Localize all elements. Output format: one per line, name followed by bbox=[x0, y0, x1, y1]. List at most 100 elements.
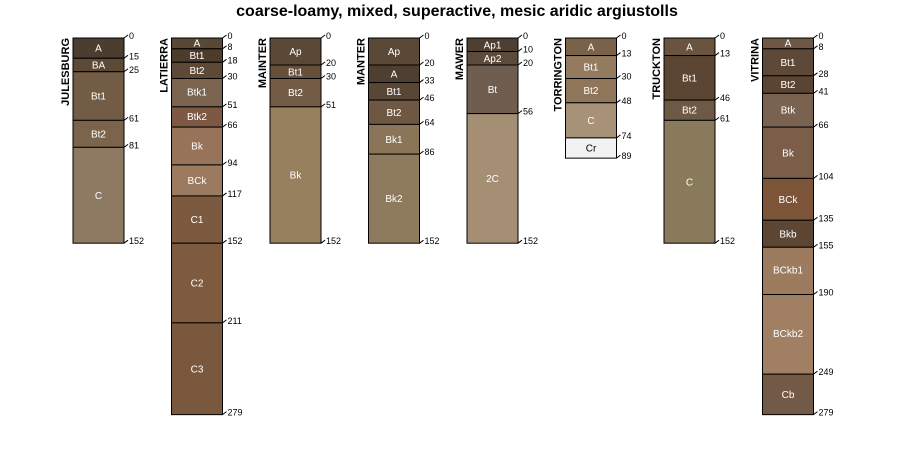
depth-tick bbox=[714, 96, 720, 101]
horizon-rect bbox=[762, 373, 814, 416]
horizon-name: Bt2 bbox=[682, 106, 697, 117]
depth-label: 20 bbox=[425, 58, 435, 68]
depth-tick bbox=[419, 61, 424, 66]
depth-tick bbox=[222, 161, 227, 166]
depth-label: 64 bbox=[425, 117, 435, 127]
depth-label: 20 bbox=[523, 58, 533, 68]
depth-tick bbox=[419, 150, 424, 155]
depth-label: 249 bbox=[819, 367, 834, 377]
depth-tick bbox=[714, 116, 720, 121]
horizon-name: Bk bbox=[782, 148, 795, 159]
horizon-rect bbox=[663, 119, 716, 244]
horizon-name: Bt1 bbox=[583, 63, 598, 74]
horizon-rect bbox=[171, 242, 223, 324]
profile-julesburg: JULESBURG A BA Bt1 Bt2 C 0 15 25 61 81 152 bbox=[60, 31, 144, 246]
chart-title: coarse-loamy, mixed, superactive, mesic … bbox=[236, 3, 678, 20]
depth-label: 10 bbox=[523, 45, 533, 55]
horizon-name: Bt2 bbox=[386, 108, 401, 119]
depth-tick bbox=[813, 291, 818, 295]
profile-label: MAINTER bbox=[257, 38, 269, 88]
depth-label: 81 bbox=[129, 140, 139, 150]
horizon-rect bbox=[466, 113, 519, 244]
horizon-rect bbox=[565, 102, 617, 139]
depth-tick bbox=[517, 34, 523, 39]
horizon-name: Ap2 bbox=[484, 54, 502, 65]
depth-label: 104 bbox=[819, 171, 834, 181]
horizon-rect bbox=[762, 177, 814, 221]
depth-tick bbox=[813, 216, 818, 221]
horizon-rect bbox=[269, 78, 322, 108]
horizon-name: A bbox=[588, 42, 595, 53]
horizon-rect bbox=[368, 123, 420, 155]
depth-tick bbox=[813, 411, 818, 416]
horizon-rect bbox=[565, 78, 617, 104]
horizon-name: Bt1 bbox=[780, 58, 795, 69]
depth-label: 155 bbox=[819, 240, 834, 250]
horizon-name: Bt2 bbox=[583, 86, 598, 97]
depth-label: 0 bbox=[228, 31, 233, 41]
depth-tick bbox=[714, 52, 720, 56]
depth-tick bbox=[419, 34, 424, 39]
depth-tick bbox=[320, 75, 326, 79]
depth-tick bbox=[222, 239, 227, 244]
depth-label: 74 bbox=[622, 131, 632, 141]
horizon-name: Ap1 bbox=[484, 40, 502, 51]
horizon-name: A bbox=[785, 39, 792, 50]
horizon-rect bbox=[663, 55, 716, 101]
horizon-name: 2C bbox=[486, 174, 499, 185]
depth-label: 152 bbox=[326, 236, 341, 246]
profile-vitrina: VITRINA A Bt1 Bt2 Btk Bk BCk Bkb BCkb1 BCkb2 Cb 08 2… bbox=[750, 31, 834, 418]
horizon-name: Bt1 bbox=[189, 51, 204, 62]
horizon-name: Btk2 bbox=[187, 112, 207, 123]
depth-tick bbox=[320, 239, 326, 244]
depth-tick bbox=[813, 243, 818, 248]
depth-label: 86 bbox=[425, 147, 435, 157]
profile-label: VITRINA bbox=[750, 38, 762, 82]
depth-label: 46 bbox=[720, 93, 730, 103]
depth-tick bbox=[320, 103, 326, 108]
horizon-name: Bt2 bbox=[91, 129, 106, 140]
profile-mainter: MAINTER Ap Bt1 Bt2 Bk 0 20 30 51 152 bbox=[257, 31, 341, 246]
profile-label: TORRINGTON bbox=[553, 38, 565, 112]
depth-tick bbox=[123, 143, 129, 148]
depth-label: 30 bbox=[228, 72, 238, 82]
depth-label: 0 bbox=[326, 31, 331, 41]
horizon-name: Bt2 bbox=[780, 80, 795, 91]
depth-label: 61 bbox=[129, 113, 139, 123]
horizon-name: Cr bbox=[586, 144, 597, 155]
horizon-name: C bbox=[95, 191, 102, 202]
depth-label: 13 bbox=[720, 49, 730, 59]
depth-tick bbox=[813, 89, 818, 94]
depth-tick bbox=[813, 45, 818, 50]
profile-truckton: TRUCKTON A Bt1 Bt2 C 0 13 46 61 152 bbox=[651, 31, 735, 246]
depth-tick bbox=[123, 34, 129, 39]
depth-label: 8 bbox=[228, 42, 233, 52]
depth-label: 89 bbox=[622, 151, 632, 161]
depth-tick bbox=[616, 34, 621, 39]
depth-label: 135 bbox=[819, 213, 834, 223]
depth-label: 18 bbox=[228, 55, 238, 65]
depth-tick bbox=[616, 154, 621, 159]
horizon-name: A bbox=[686, 42, 693, 53]
depth-label: 51 bbox=[326, 100, 336, 110]
profile-label: JULESBURG bbox=[60, 38, 72, 106]
horizon-name: C3 bbox=[191, 364, 204, 375]
horizon-name: BCkb1 bbox=[773, 266, 803, 277]
depth-tick bbox=[616, 134, 621, 139]
horizon-rect bbox=[269, 106, 322, 244]
depth-label: 94 bbox=[228, 158, 238, 168]
depth-label: 13 bbox=[622, 49, 632, 59]
horizon-name: A bbox=[194, 39, 201, 50]
profile-label: LATIERRA bbox=[159, 38, 171, 93]
horizon-name: BCk bbox=[779, 195, 799, 206]
depth-label: 190 bbox=[819, 288, 834, 298]
depth-label: 30 bbox=[326, 72, 336, 82]
depth-tick bbox=[616, 75, 621, 79]
horizon-name: Btk1 bbox=[187, 87, 207, 98]
depth-tick bbox=[419, 239, 424, 244]
depth-label: 0 bbox=[720, 31, 725, 41]
horizon-name: Bt2 bbox=[288, 88, 303, 99]
depth-label: 51 bbox=[228, 100, 238, 110]
